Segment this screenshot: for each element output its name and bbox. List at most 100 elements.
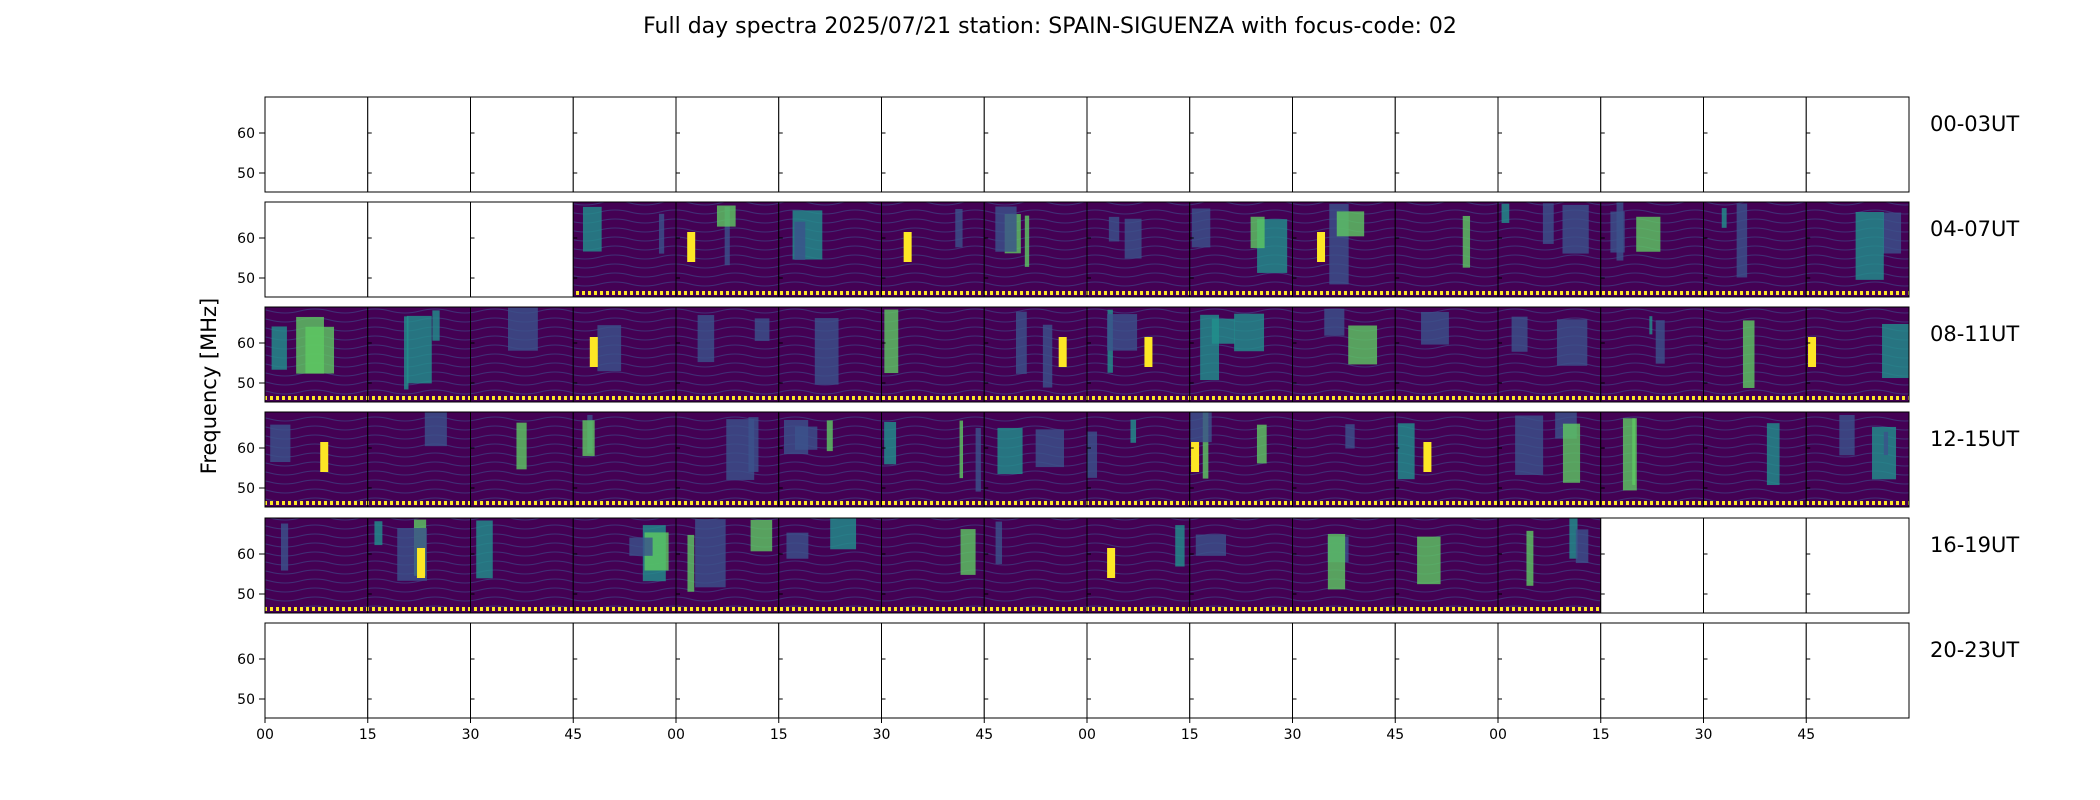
spectrum-texture (1087, 518, 1190, 607)
emission-band (271, 326, 287, 370)
empty-panel (265, 97, 368, 192)
emission-band (997, 427, 1023, 475)
data-marker-strip (984, 501, 1087, 505)
data-marker-strip (778, 291, 882, 295)
emission-band (830, 518, 857, 550)
empty-panel (1703, 97, 1807, 192)
empty-panel (367, 97, 471, 192)
emission-band (1348, 325, 1378, 365)
data-marker-strip (1806, 291, 1909, 295)
emission-band (814, 318, 839, 385)
data-marker-strip (1087, 501, 1190, 505)
x-tick-label: 00 (1078, 727, 1096, 743)
y-axis-label: Frequency [MHz] (197, 298, 221, 474)
empty-panel (1703, 623, 1807, 718)
x-tick-label: 30 (1695, 727, 1713, 743)
data-marker-strip (881, 607, 985, 611)
x-tick-label: 00 (1489, 727, 1507, 743)
emission-band (716, 205, 736, 227)
empty-panel (676, 97, 779, 192)
emission-band (1542, 203, 1554, 244)
panel-border (1805, 411, 1910, 508)
emission-band (1882, 212, 1902, 254)
emission-peak (320, 442, 329, 472)
emission-peak (687, 232, 696, 262)
emission-band (1526, 530, 1534, 586)
data-marker-strip (1806, 501, 1909, 505)
data-marker-strip (1189, 396, 1293, 400)
emission-band (516, 422, 527, 470)
data-marker-strip (470, 396, 574, 400)
data-marker-strip (1292, 291, 1396, 295)
emission-band (695, 519, 726, 588)
empty-panel (1292, 623, 1396, 718)
spectrum-texture (1189, 518, 1293, 607)
x-tick-label: 15 (1592, 727, 1610, 743)
emission-peak (1191, 442, 1200, 472)
emission-band (424, 412, 447, 447)
y-tick-label: 50 (237, 481, 255, 497)
empty-panel (1189, 97, 1293, 192)
data-marker-strip (1600, 501, 1704, 505)
emission-band (1015, 311, 1027, 374)
emission-band (1515, 415, 1544, 475)
emission-band (476, 520, 493, 579)
x-tick-label: 45 (1386, 727, 1404, 743)
emission-band (1742, 320, 1755, 388)
emission-band (1124, 218, 1142, 259)
emission-band (1569, 518, 1578, 559)
panel-border (1805, 96, 1910, 193)
empty-panel (1600, 518, 1704, 613)
data-marker-strip (676, 291, 779, 295)
emission-band (1562, 423, 1581, 483)
data-marker-strip (1087, 291, 1190, 295)
data-marker-strip (367, 396, 471, 400)
y-tick-label: 50 (237, 271, 255, 287)
emission-band (1721, 208, 1727, 228)
emission-band (748, 417, 759, 472)
spectra-row: 60 50 00-03UT (237, 96, 2019, 193)
panel-border (1805, 517, 1910, 614)
empty-panel (470, 97, 574, 192)
emission-band (1636, 216, 1661, 252)
y-tick-label: 50 (237, 587, 255, 603)
data-marker-strip (265, 607, 368, 611)
spectrum-texture (1395, 202, 1498, 291)
emission-band (404, 316, 409, 390)
emission-band (884, 309, 899, 374)
spectrum-texture (573, 307, 676, 396)
panel-border (1805, 201, 1910, 298)
emission-band (432, 310, 440, 341)
empty-panel (1292, 97, 1396, 192)
x-tick-label: 30 (1284, 727, 1302, 743)
empty-panel (881, 97, 985, 192)
spectrum-texture (778, 518, 882, 607)
spectrum-texture (1087, 307, 1190, 396)
emission-band (1035, 429, 1065, 468)
x-tick-label: 15 (359, 727, 377, 743)
data-marker-strip (265, 501, 368, 505)
emission-peak (903, 232, 912, 262)
data-marker-strip (881, 501, 985, 505)
emission-peak (417, 548, 426, 578)
data-marker-strip (1292, 396, 1396, 400)
x-tick-label: 30 (462, 727, 480, 743)
emission-band (1190, 412, 1212, 443)
emission-band (1882, 323, 1909, 379)
y-tick-label: 60 (237, 231, 255, 247)
data-marker-strip (1087, 396, 1190, 400)
emission-band (507, 307, 538, 351)
data-marker-strip (1600, 291, 1704, 295)
emission-band (724, 206, 730, 266)
data-marker-strip (1189, 501, 1293, 505)
emission-band (629, 537, 653, 556)
data-marker-strip (265, 396, 368, 400)
emission-band (1462, 215, 1471, 268)
emission-band (786, 532, 809, 559)
empty-panel (1703, 518, 1807, 613)
emission-band (1200, 314, 1220, 381)
data-marker-strip (470, 501, 574, 505)
emission-band (305, 326, 335, 374)
spectrum-texture (984, 307, 1087, 396)
data-marker-strip (573, 396, 676, 400)
